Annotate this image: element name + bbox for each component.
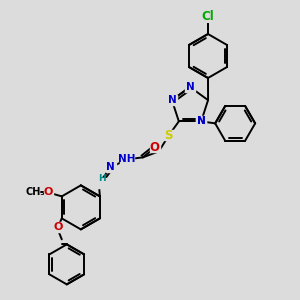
Bar <box>120 154 134 164</box>
Bar <box>164 130 174 140</box>
Bar <box>196 116 206 126</box>
Text: O: O <box>150 141 160 154</box>
Text: S: S <box>165 129 173 142</box>
Text: N: N <box>168 95 176 105</box>
Bar <box>106 162 116 172</box>
Bar <box>185 82 195 92</box>
Bar <box>53 222 63 233</box>
Text: CH₃: CH₃ <box>26 188 46 197</box>
Bar <box>167 95 177 105</box>
Text: N: N <box>197 116 206 126</box>
Text: H: H <box>98 174 106 183</box>
Bar <box>43 188 53 197</box>
Text: O: O <box>43 188 52 197</box>
Bar <box>196 116 206 126</box>
Text: O: O <box>53 222 62 233</box>
Bar <box>150 142 160 152</box>
Text: Cl: Cl <box>202 10 214 22</box>
Text: N: N <box>186 82 194 92</box>
Text: NH: NH <box>118 154 136 164</box>
Bar <box>92 178 106 188</box>
Text: N: N <box>197 116 206 126</box>
Text: N: N <box>106 162 115 172</box>
